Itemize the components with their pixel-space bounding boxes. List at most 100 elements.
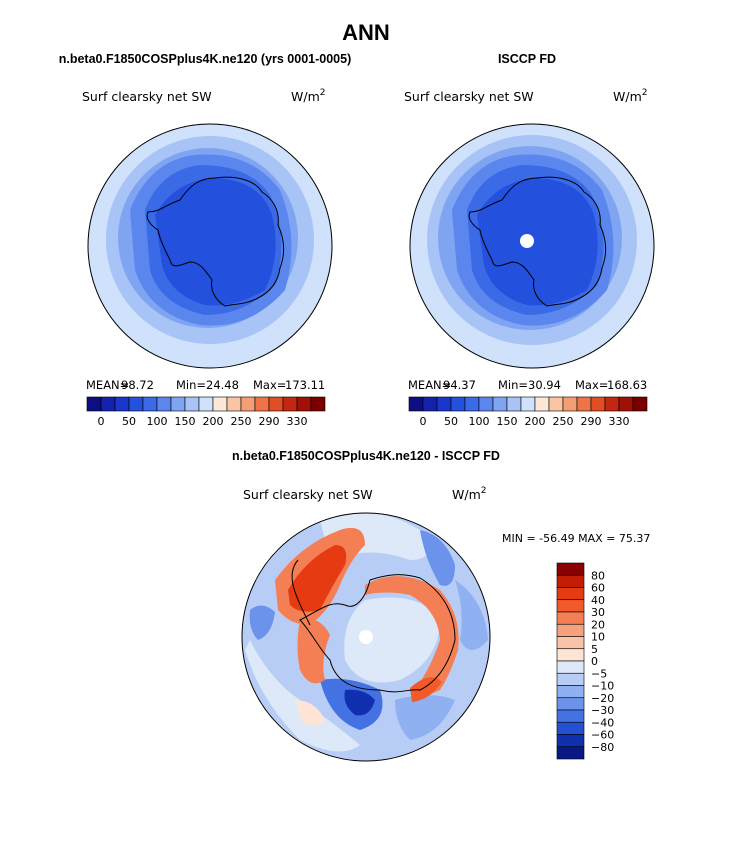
colorbar-level-label: 80 [591, 569, 605, 582]
pole-hole [520, 234, 534, 248]
colorbar-level-label: 10 [591, 631, 605, 644]
colorbar-tick-label: 0 [420, 415, 427, 428]
panel-units-model: W/m2 [291, 88, 325, 104]
colorbar-level-label: −10 [591, 680, 614, 693]
diff-patch-red [297, 619, 330, 684]
colorbar-tick-label: 100 [469, 415, 490, 428]
colorbar-tick-label: 50 [122, 415, 136, 428]
colorbar-swatch [556, 685, 585, 699]
colorbar-model: 0 50 100 150 200 250 290 330 [86, 396, 326, 428]
diff-patch-pink [295, 700, 325, 726]
units-exp-model: 2 [320, 88, 326, 98]
colorbar-swatch [198, 396, 214, 412]
colorbar-swatch [556, 648, 585, 662]
colorbar-level-label: 40 [591, 594, 605, 607]
diff-patch-darkred [288, 545, 347, 612]
colorbar-swatch [268, 396, 284, 412]
colorbar-obs: 0 50 100 150 200 250 290 330 [408, 396, 648, 428]
colorbar-tick-label: 50 [444, 415, 458, 428]
colorbar-tick-label: 330 [609, 415, 630, 428]
stat-max-value: 168.63 [607, 378, 647, 392]
diff-heading: n.beta0.F1850COSPplus4K.ne120 - ISCCP FD [232, 449, 500, 463]
stat-mean-value: 94.37 [443, 378, 476, 392]
colorbar-swatch [556, 697, 585, 711]
diff-patch-blue [420, 530, 455, 586]
colorbar-swatch [556, 587, 585, 601]
polar-map-diff [242, 513, 490, 761]
diff-subtitle: Surf clearsky net SW [243, 487, 373, 502]
colorbar-tick-label: 290 [259, 415, 280, 428]
diff-units: W/m2 [452, 486, 486, 502]
colorbar-swatch [556, 734, 585, 748]
panel-units-obs: W/m2 [613, 88, 647, 104]
diff-patch-darkblue [344, 689, 375, 716]
colorbar-swatch [170, 396, 186, 412]
colorbar-tick-label: 100 [147, 415, 168, 428]
panel-heading-model: n.beta0.F1850COSPplus4K.ne120 (yrs 0001-… [59, 52, 352, 66]
colorbar-swatch [212, 396, 228, 412]
diff-patch-blue [249, 605, 275, 640]
colorbar-level-label: 5 [591, 643, 598, 656]
diff-minmax: MIN = -56.49 MAX = 75.37 [502, 532, 650, 545]
colorbar-swatch [492, 396, 508, 412]
stat-mean-label: MEAN= [86, 378, 129, 392]
stat-mean-label: MEAN= [408, 378, 451, 392]
antarctica-outline [468, 176, 606, 307]
colorbar-level-label: −30 [591, 704, 614, 717]
colorbar-tick-label: 200 [203, 415, 224, 428]
colorbar-swatch [604, 396, 620, 412]
colorbar-level-label: 0 [591, 655, 598, 668]
colorbar-tick-label: 330 [287, 415, 308, 428]
stat-min-value: 24.48 [206, 378, 239, 392]
colorbar-swatch [534, 396, 550, 412]
diff-patch-blue [395, 695, 455, 740]
stats-row-obs: MEAN= 94.37 Min= 30.94 Max= 168.63 [408, 378, 647, 392]
panel-subtitle-model: Surf clearsky net SW [82, 89, 212, 104]
colorbar-tick-label: 150 [175, 415, 196, 428]
units-base-diff: W/m [452, 487, 481, 502]
colorbar-swatch [184, 396, 200, 412]
colorbar-swatch [142, 396, 158, 412]
units-base-model: W/m [291, 89, 320, 104]
stat-min-label: Min= [176, 378, 206, 392]
colorbar-swatch [408, 396, 424, 412]
polar-map-model [88, 124, 332, 368]
map-continent-fill [477, 178, 598, 306]
stat-min-value: 30.94 [528, 378, 561, 392]
colorbar-swatch [556, 574, 585, 588]
stats-row-model: MEAN= 98.72 Min= 24.48 Max= 173.11 [86, 378, 325, 392]
polar-map-obs [410, 124, 654, 368]
colorbar-swatch [556, 672, 585, 686]
colorbar-swatch [576, 396, 592, 412]
colorbar-swatch [128, 396, 144, 412]
colorbar-tick-label: 200 [525, 415, 546, 428]
colorbar-tick-label: 150 [497, 415, 518, 428]
panel-subtitle-obs: Surf clearsky net SW [404, 89, 534, 104]
colorbar-swatch [86, 396, 102, 412]
colorbar-swatch [556, 721, 585, 735]
colorbar-level-label: −40 [591, 716, 614, 729]
map-continent-fill [155, 178, 276, 306]
colorbar-swatch [422, 396, 438, 412]
diff-patch-light [344, 597, 440, 683]
colorbar-swatch [556, 709, 585, 723]
colorbar-swatch [310, 396, 326, 412]
colorbar-swatch [282, 396, 298, 412]
colorbar-swatch [548, 396, 564, 412]
colorbar-swatch [100, 396, 116, 412]
colorbar-swatch [632, 396, 648, 412]
diff-patch-blue [455, 580, 488, 650]
colorbar-level-label: 20 [591, 618, 605, 631]
colorbar-swatch [556, 660, 585, 674]
antarctic-peninsula-outline [291, 559, 311, 626]
colorbar-swatch [556, 746, 585, 760]
stat-max-value: 173.11 [285, 378, 325, 392]
colorbar-level-label: −5 [591, 667, 607, 680]
pole-hole [359, 630, 373, 644]
colorbar-swatch [464, 396, 480, 412]
colorbar-tick-label: 250 [231, 415, 252, 428]
colorbar-swatch [590, 396, 606, 412]
colorbar-tick-label: 290 [581, 415, 602, 428]
